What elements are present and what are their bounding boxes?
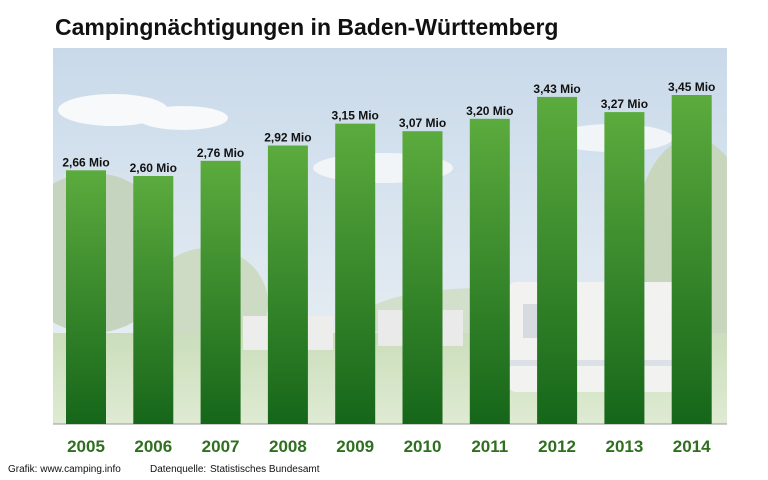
value-label-2008: 2,92 Mio (264, 131, 311, 145)
bar-2011 (469, 118, 510, 425)
x-tick-2013: 2013 (605, 437, 643, 456)
value-label-2011: 3,20 Mio (466, 104, 513, 118)
x-tick-2010: 2010 (404, 437, 442, 456)
value-label-2006: 2,60 Mio (130, 161, 177, 175)
x-tick-2006: 2006 (134, 437, 172, 456)
bar-2014 (671, 95, 712, 424)
value-label-2007: 2,76 Mio (197, 146, 244, 160)
value-label-2012: 3,43 Mio (533, 82, 580, 96)
value-label-2009: 3,15 Mio (332, 109, 379, 123)
value-label-2014: 3,45 Mio (668, 80, 715, 94)
value-label-2010: 3,07 Mio (399, 116, 446, 130)
value-label-2013: 3,27 Mio (601, 97, 648, 111)
x-tick-2009: 2009 (336, 437, 374, 456)
graphic-credit: Grafik: www.camping.info (8, 464, 121, 475)
data-source-value: Statistisches Bundesamt (210, 464, 320, 475)
bar-2012 (537, 96, 578, 425)
chart-title: Campingnächtigungen in Baden-Württemberg (55, 14, 559, 40)
value-label-2005: 2,66 Mio (62, 155, 109, 169)
x-tick-2007: 2007 (202, 437, 240, 456)
x-tick-2012: 2012 (538, 437, 576, 456)
data-source-label: Datenquelle: (150, 464, 207, 475)
x-tick-2011: 2011 (471, 437, 508, 456)
bar-2005 (66, 170, 106, 424)
bar-2008 (267, 145, 308, 424)
x-tick-2008: 2008 (269, 437, 307, 456)
bar-2007 (200, 160, 241, 425)
bar-2010 (402, 131, 443, 424)
bar-2006 (133, 176, 174, 424)
bar-2009 (335, 123, 376, 424)
bar-2013 (604, 112, 645, 424)
x-tick-2014: 2014 (673, 437, 711, 456)
x-tick-2005: 2005 (67, 437, 105, 456)
